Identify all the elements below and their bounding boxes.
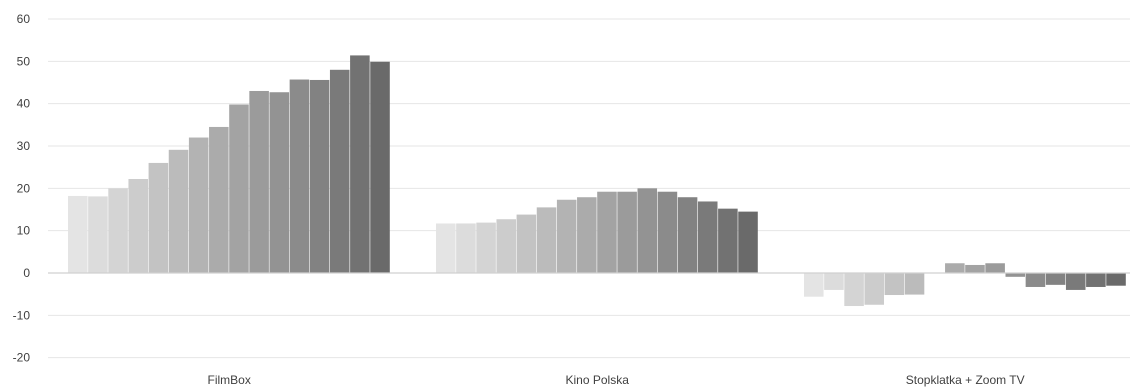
bar [697,201,718,273]
bar [269,92,290,274]
axis-layer: -20 -10 0 10 20 30 40 50 60 FilmBox Kino Polska Sto… [13,12,1130,387]
bar [309,79,330,274]
y-tick-label: 30 [17,139,31,153]
bar [168,149,189,273]
bar [436,223,456,273]
bar [350,55,370,273]
bar [249,90,269,273]
bar [1086,273,1106,287]
bar [476,222,496,273]
bar [108,188,128,273]
bar [209,126,229,273]
bar [456,223,476,273]
bar [1005,273,1026,277]
bar [677,197,698,273]
bar-layer [68,55,1126,307]
y-tick-label: 40 [17,97,31,111]
y-tick-label: 60 [17,12,31,26]
bar [128,179,148,273]
y-tick-label: -20 [13,351,31,365]
x-category-label: Stopklatka + Zoom TV [906,373,1025,387]
bar [945,263,965,273]
y-tick-label: 20 [17,181,31,195]
bar [556,199,577,273]
bar [904,273,925,295]
y-tick-label: 50 [17,54,31,68]
bar [289,79,310,273]
bar [329,69,350,273]
bar [516,214,537,273]
bar [718,208,738,273]
bar [1045,273,1066,285]
bar [1065,273,1086,290]
bar [188,137,209,273]
x-category-label: FilmBox [208,373,251,387]
bar [637,188,658,273]
bar [844,273,864,307]
bar [68,195,88,273]
bar [985,263,1005,273]
bar [657,191,678,273]
bar [536,207,557,273]
bar [88,196,108,273]
bar [148,162,169,273]
bar [1025,273,1046,287]
bar [884,273,905,296]
bar [597,191,617,273]
bar [965,264,985,273]
bar [617,191,637,273]
bar [229,104,249,273]
x-category-label: Kino Polska [566,373,630,387]
bar [496,219,516,273]
bar [864,273,884,305]
y-tick-label: 0 [23,266,30,280]
y-tick-label: 10 [17,224,31,238]
bar [370,61,390,274]
bar [1106,273,1126,286]
bar [577,197,597,273]
bar [804,273,824,297]
y-tick-label: -10 [13,308,31,322]
bar [824,273,844,290]
bar [738,211,758,273]
